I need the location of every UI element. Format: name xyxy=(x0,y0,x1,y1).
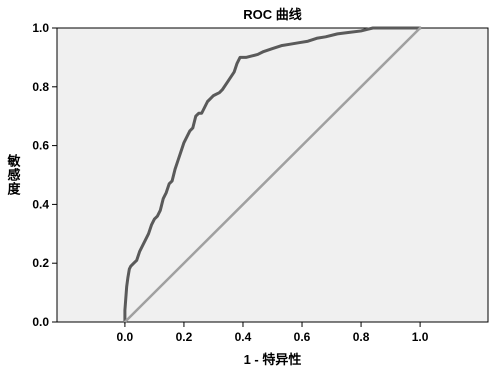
chart-title: ROC 曲线 xyxy=(243,7,302,22)
axis-layer: 0.0 0.2 0.4 0.6 0.8 1.0 0.0 0.2 0.4 0.6 0.8 1.0 xyxy=(32,21,428,344)
y-tick-label: 0.2 xyxy=(32,256,49,270)
x-tick-label: 1.0 xyxy=(412,330,429,344)
x-tick-label: 0.6 xyxy=(294,330,311,344)
x-tick-label: 0.4 xyxy=(235,330,252,344)
roc-curve-line xyxy=(123,26,422,324)
x-tick-label: 0.0 xyxy=(117,330,134,344)
y-tick-label: 1.0 xyxy=(32,21,49,35)
y-tick-label: 0.0 xyxy=(32,315,49,329)
reference-diagonal-line xyxy=(123,26,422,324)
y-axis-label: 敏感度 xyxy=(6,153,22,196)
y-tick-label: 0.8 xyxy=(32,80,49,94)
x-axis-label: 1 - 特异性 xyxy=(244,352,302,367)
x-tick-label: 0.8 xyxy=(353,330,370,344)
series-layer xyxy=(123,26,422,324)
y-tick-label: 0.6 xyxy=(32,139,49,153)
x-tick-label: 0.2 xyxy=(176,330,193,344)
y-tick-label: 0.4 xyxy=(32,197,49,211)
